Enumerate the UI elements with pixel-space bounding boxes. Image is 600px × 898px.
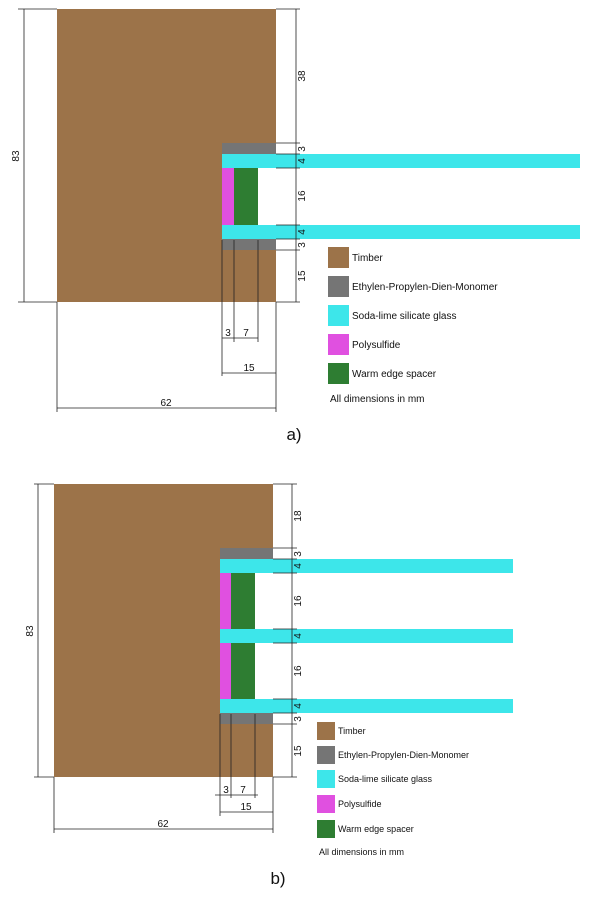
spacer-1-b — [231, 573, 255, 629]
legend-a: Timber Ethylen-Propylen-Dien-Monomer Sod… — [328, 247, 498, 405]
dim-glass2-b: 4 — [293, 633, 304, 639]
glass-pane-2-a — [222, 225, 580, 239]
epdm-top-a — [222, 143, 276, 154]
epdm-bottom-a — [222, 239, 276, 250]
caption-a: a) — [286, 425, 301, 444]
dim-bottom-b: 15 — [293, 745, 304, 757]
dim-cavity-a: 16 — [297, 190, 308, 202]
dim-glass1-a: 4 — [297, 158, 308, 164]
dim-glass2-a: 4 — [297, 229, 308, 235]
caption-b: b) — [270, 869, 285, 888]
glass-pane-1-a — [222, 154, 580, 168]
legend-swatch-glass-b — [317, 770, 335, 788]
glass-pane-3-b — [220, 699, 513, 713]
dim-bottom-w-b: 15 — [240, 802, 252, 813]
legend-label-glass-b: Soda-lime silicate glass — [338, 774, 433, 784]
dim-bottom-a: 15 — [297, 270, 308, 282]
spacer-2-b — [231, 643, 255, 699]
legend-swatch-spacer-a — [328, 363, 349, 384]
dim-top-a: 38 — [297, 70, 308, 82]
dim-width-total-b: 62 — [157, 819, 169, 830]
dim-poly-w-a: 3 — [225, 328, 231, 339]
dim-poly-w-b: 3 — [223, 785, 229, 796]
legend-swatch-polysulfide-a — [328, 334, 349, 355]
figure-b: 83 18 3 4 16 4 16 4 3 15 3 7 15 — [25, 483, 513, 888]
legend-label-glass-a: Soda-lime silicate glass — [352, 311, 457, 322]
legend-note-a: All dimensions in mm — [330, 394, 424, 405]
dim-epdm-top-a: 3 — [297, 146, 308, 152]
legend-swatch-spacer-b — [317, 820, 335, 838]
dim-glass1-b: 4 — [293, 563, 304, 569]
legend-swatch-polysulfide-b — [317, 795, 335, 813]
dim-top-b: 18 — [293, 510, 304, 522]
legend-b: Timber Ethylen-Propylen-Dien-Monomer Sod… — [317, 722, 469, 857]
glass-pane-2-b — [220, 629, 513, 643]
legend-label-spacer-a: Warm edge spacer — [352, 369, 437, 380]
legend-label-timber-a: Timber — [352, 253, 383, 264]
glass-pane-1-b — [220, 559, 513, 573]
timber-lower-b — [220, 724, 273, 777]
spacer-a — [234, 168, 258, 225]
dim-epdm-top-b: 3 — [293, 551, 304, 557]
dim-epdm-bottom-b: 3 — [293, 716, 304, 722]
legend-label-epdm-b: Ethylen-Propylen-Dien-Monomer — [338, 750, 469, 760]
polysulfide-2-b — [220, 643, 231, 699]
legend-label-polysulfide-b: Polysulfide — [338, 799, 382, 809]
polysulfide-a — [222, 168, 234, 225]
legend-swatch-epdm-b — [317, 746, 335, 764]
dim-glass3-b: 4 — [293, 703, 304, 709]
dim-spacer-w-b: 7 — [240, 785, 246, 796]
legend-swatch-epdm-a — [328, 276, 349, 297]
dim-height-total-a: 83 — [11, 150, 22, 162]
legend-label-epdm-a: Ethylen-Propylen-Dien-Monomer — [352, 282, 498, 293]
dim-epdm-bottom-a: 3 — [297, 242, 308, 248]
legend-swatch-timber-a — [328, 247, 349, 268]
dim-bottom-w-a: 15 — [243, 363, 255, 374]
legend-label-spacer-b: Warm edge spacer — [338, 824, 414, 834]
figure-a: 83 38 3 4 16 4 3 15 3 7 15 62 — [11, 8, 580, 444]
timber-lower-a — [222, 250, 276, 302]
legend-swatch-glass-a — [328, 305, 349, 326]
dim-cavity1-b: 16 — [293, 595, 304, 607]
legend-swatch-timber-b — [317, 722, 335, 740]
legend-note-b: All dimensions in mm — [319, 847, 404, 857]
epdm-top-b — [220, 548, 273, 559]
legend-label-polysulfide-a: Polysulfide — [352, 340, 401, 351]
epdm-bottom-b — [220, 713, 273, 724]
dim-width-total-a: 62 — [160, 398, 172, 409]
dim-spacer-w-a: 7 — [243, 328, 249, 339]
legend-label-timber-b: Timber — [338, 726, 366, 736]
dim-height-total-b: 83 — [25, 625, 36, 637]
dim-cavity2-b: 16 — [293, 665, 304, 677]
polysulfide-1-b — [220, 573, 231, 629]
